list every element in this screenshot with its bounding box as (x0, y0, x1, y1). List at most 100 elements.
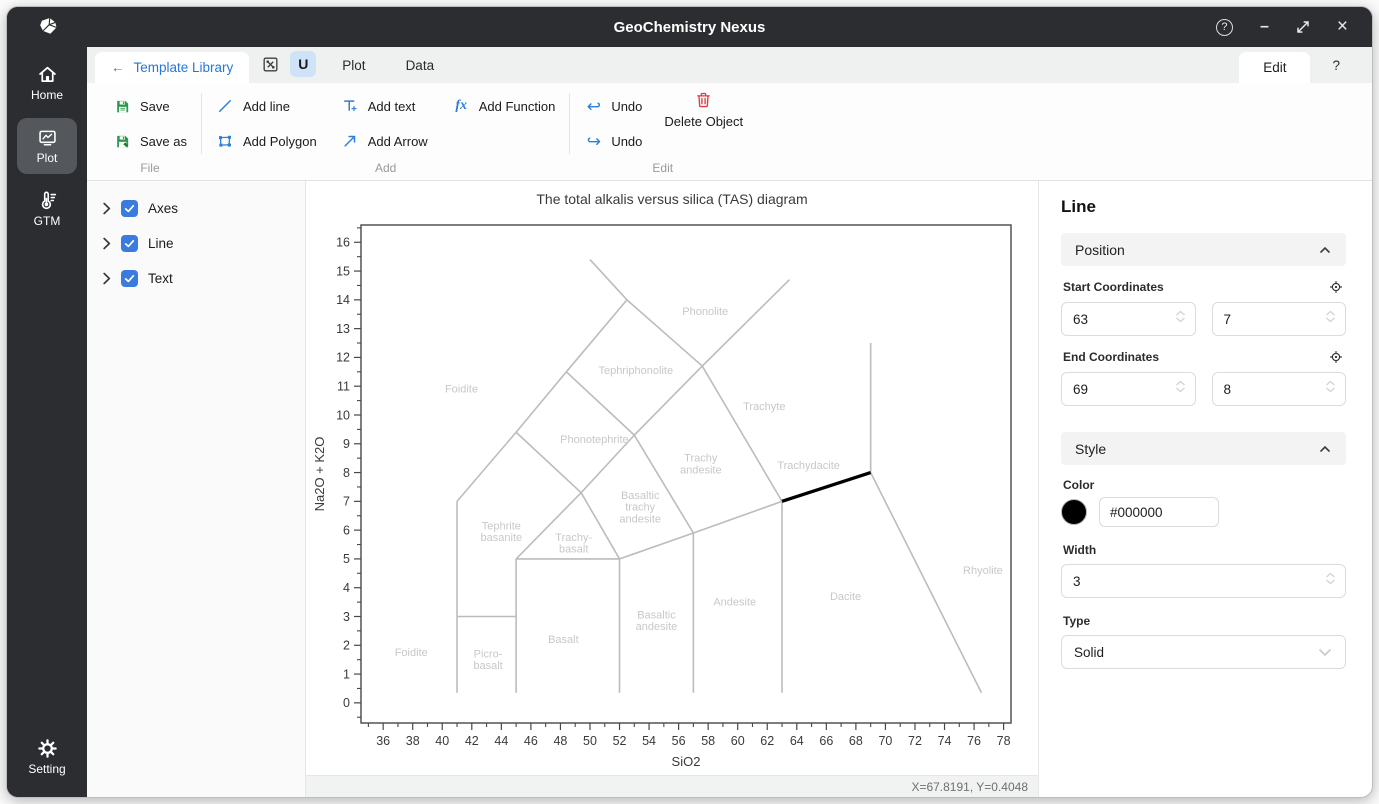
underline-format-button[interactable]: U (290, 51, 317, 77)
x-tick-label: 74 (938, 734, 952, 748)
tree-item-text[interactable]: Text (87, 261, 305, 296)
tas-boundary-line[interactable] (701, 279, 790, 367)
minimize-icon[interactable]: – (1259, 18, 1269, 35)
selected-line[interactable] (781, 470, 872, 503)
tas-boundary-line[interactable] (565, 299, 628, 373)
back-to-template-library-tab[interactable]: ← Template Library (95, 52, 250, 83)
add-arrow-button[interactable]: Add Arrow (341, 129, 428, 153)
spinner-arrows-icon[interactable] (1175, 310, 1186, 328)
sidebar-item-setting[interactable]: Setting (17, 729, 77, 785)
tas-boundary-line[interactable] (515, 492, 582, 560)
tas-field-label[interactable]: Foidite (445, 384, 478, 396)
position-section-header[interactable]: Position (1061, 233, 1346, 266)
tree-item-axes[interactable]: Axes (87, 191, 305, 226)
snapshot-icon[interactable] (261, 55, 280, 74)
tas-field-label[interactable]: Phonotephrite (560, 434, 629, 446)
close-icon[interactable]: × (1336, 16, 1348, 37)
tab-data[interactable]: Data (405, 57, 435, 73)
tas-boundary-line[interactable] (515, 431, 582, 494)
trash-icon (694, 89, 713, 111)
tas-field-label[interactable]: Picro-basalt (473, 648, 502, 672)
checkbox-text[interactable] (121, 270, 138, 287)
save-button[interactable]: Save (113, 94, 187, 118)
start-y-spinner[interactable] (1211, 302, 1346, 336)
ribbon-groups: Save Save as File Add line Add Polygon Add te… (101, 87, 753, 180)
tas-field-label[interactable]: Phonolite (682, 306, 728, 318)
end-y-input[interactable] (1212, 373, 1345, 405)
tas-field-label[interactable]: Tephrite basanite (481, 520, 523, 544)
tas-boundary-line[interactable] (580, 492, 621, 560)
tas-boundary-line[interactable] (626, 299, 703, 367)
tas-boundary-line[interactable] (580, 434, 635, 494)
start-y-input[interactable] (1212, 303, 1345, 335)
tas-chart[interactable]: The total alkalis versus silica (TAS) di… (306, 181, 1038, 775)
sidebar-item-home[interactable]: Home (17, 55, 77, 111)
tas-field-label[interactable]: Andesite (713, 597, 756, 609)
tas-field-label[interactable]: Tephriphonolite (598, 365, 673, 377)
end-x-input[interactable] (1062, 373, 1195, 405)
tas-plot-svg[interactable]: 36 38 40 42 44 46 48 50 52 54 56 58 60 62 64 66 68 70 72 74… (309, 217, 1035, 773)
tas-field-label[interactable]: Foidite (395, 647, 428, 659)
tab-edit[interactable]: Edit (1239, 52, 1311, 83)
ribbon-group-file: Save Save as File (101, 87, 199, 180)
checkbox-axes[interactable] (121, 200, 138, 217)
back-arrow-icon: ← (111, 60, 125, 75)
chevron-right-icon[interactable] (103, 202, 111, 215)
tas-boundary-line[interactable] (589, 259, 628, 301)
width-spinner[interactable] (1061, 564, 1346, 598)
end-y-spinner[interactable] (1211, 372, 1346, 406)
add-polygon-button[interactable]: Add Polygon (216, 129, 317, 153)
spinner-arrows-icon[interactable] (1325, 310, 1336, 328)
x-tick-label: 62 (760, 734, 774, 748)
pick-end-coordinate-target-icon[interactable] (1328, 349, 1344, 365)
chevron-right-icon[interactable] (103, 237, 111, 250)
tas-field-label[interactable]: Basaltic trachy andesite (619, 490, 661, 525)
style-section-header[interactable]: Style (1061, 432, 1346, 465)
tas-boundary-line[interactable] (633, 434, 695, 534)
undo-button[interactable]: ↪ Undo (584, 129, 643, 153)
color-hex-input[interactable] (1099, 497, 1219, 527)
tas-boundary-line[interactable] (565, 371, 635, 436)
add-function-button[interactable]: fx Add Function (452, 94, 555, 118)
help-icon[interactable]: ? (1215, 18, 1233, 36)
save-as-button[interactable]: Save as (113, 129, 187, 153)
tab-help[interactable]: ? (1332, 57, 1340, 73)
tas-boundary-line[interactable] (701, 365, 783, 502)
undo-button[interactable]: ↩ Undo (584, 94, 643, 118)
spinner-arrows-icon[interactable] (1325, 572, 1336, 590)
tas-boundary-line[interactable] (515, 371, 567, 433)
tas-field-label[interactable]: Trachy andesite (680, 453, 722, 477)
spinner-arrows-icon[interactable] (1325, 380, 1336, 398)
add-line-button[interactable]: Add line (216, 94, 317, 118)
start-x-spinner[interactable] (1061, 302, 1196, 336)
start-x-input[interactable] (1062, 303, 1195, 335)
line-type-select[interactable]: Solid (1061, 635, 1346, 669)
sidebar-item-plot[interactable]: Plot (17, 118, 77, 174)
tas-boundary-line[interactable] (633, 365, 703, 436)
width-input[interactable] (1062, 565, 1345, 597)
tas-boundary-line[interactable] (619, 532, 694, 560)
tab-plot[interactable]: Plot (342, 57, 366, 73)
tas-field-label[interactable]: Basaltic andesite (636, 610, 678, 634)
tas-boundary-line[interactable] (693, 500, 783, 534)
chevron-right-icon[interactable] (103, 272, 111, 285)
sidebar-item-gtm[interactable]: GTM (17, 181, 77, 237)
end-x-spinner[interactable] (1061, 372, 1196, 406)
maximize-icon[interactable] (1296, 20, 1310, 34)
tas-field-label[interactable]: Trachydacite (777, 460, 840, 472)
add-text-icon (341, 97, 360, 115)
tas-field-label[interactable]: Dacite (830, 591, 861, 603)
spinner-arrows-icon[interactable] (1175, 380, 1186, 398)
color-swatch[interactable] (1061, 499, 1087, 525)
tas-field-label[interactable]: Trachyte (743, 401, 785, 413)
delete-object-button[interactable]: Delete Object (654, 87, 753, 129)
tree-item-line[interactable]: Line (87, 226, 305, 261)
tas-field-label[interactable]: Trachy-basalt (555, 532, 592, 556)
tas-field-label[interactable]: Basalt (548, 634, 579, 646)
checkbox-line[interactable] (121, 235, 138, 252)
tas-boundary-line[interactable] (869, 472, 983, 694)
tas-boundary-line[interactable] (456, 431, 517, 502)
pick-start-coordinate-target-icon[interactable] (1328, 279, 1344, 295)
tas-field-label[interactable]: Rhyolite (963, 565, 1003, 577)
add-text-button[interactable]: Add text (341, 94, 428, 118)
